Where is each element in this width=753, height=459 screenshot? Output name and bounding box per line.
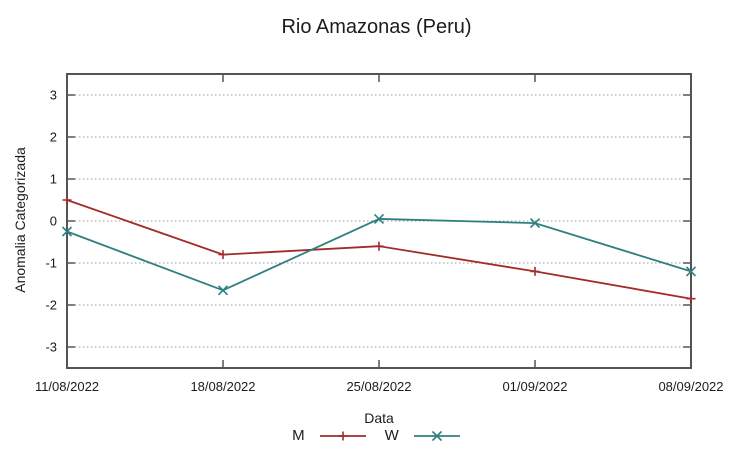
legend-sample-W [413,430,460,441]
legend-entry-M: M [292,427,367,444]
y-tick-label: 0 [50,214,57,229]
legend-marker-M [338,431,348,440]
y-tick-label: 3 [50,88,57,103]
y-tick-label: -3 [45,340,57,355]
series-marker-M [530,266,540,276]
y-tick-label: -1 [45,256,57,271]
series-marker-W [529,218,541,229]
series-marker-W [217,285,229,296]
series-marker-W [61,226,73,237]
x-tick-label: 25/08/2022 [346,379,411,394]
legend-entry-W: W [385,427,461,444]
series-marker-M [374,241,384,251]
x-tick-label: 01/09/2022 [502,379,567,394]
legend-label-M: M [292,427,305,444]
x-axis-label: Data [364,410,394,426]
series-marker-W [373,213,385,224]
series-line-W [66,217,692,292]
legend-label-W: W [384,427,399,444]
y-tick-label: -2 [45,298,57,313]
y-tick-label: 2 [50,130,57,145]
legend-sample-M [319,431,366,440]
y-tick-label: 1 [50,172,57,187]
chart-title: Rio Amazonas (Peru) [281,16,472,38]
series-marker-W [685,266,697,277]
x-tick-label: 11/08/2022 [35,379,99,394]
x-tick-label: 18/08/2022 [190,379,255,394]
series-marker-M [218,250,228,260]
y-axis-label: Anomalia Categorizada [12,147,28,293]
x-tick-label: 08/09/2022 [658,379,723,394]
series-marker-M [62,195,72,205]
series-marker-M [686,294,696,304]
legend-marker-W [431,430,442,441]
